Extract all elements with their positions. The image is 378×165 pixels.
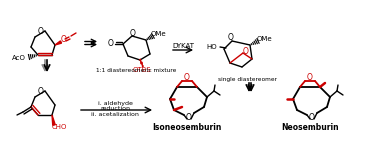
Text: OMe: OMe: [256, 36, 272, 42]
Text: OTBS: OTBS: [133, 67, 151, 73]
Text: O: O: [38, 27, 44, 35]
Text: O: O: [307, 73, 313, 82]
Text: 1:1 diastereomeric mixture: 1:1 diastereomeric mixture: [96, 68, 176, 73]
Text: O: O: [228, 33, 234, 43]
Text: Isoneosemburin: Isoneosemburin: [152, 122, 222, 132]
Text: OMe: OMe: [150, 31, 166, 37]
Text: O: O: [130, 30, 136, 38]
Text: O: O: [186, 114, 192, 122]
Text: HO: HO: [207, 44, 217, 50]
Text: O: O: [243, 47, 249, 55]
Text: i. aldehyde: i. aldehyde: [98, 100, 132, 105]
Text: DYKAT: DYKAT: [172, 43, 194, 49]
Text: AcO: AcO: [12, 55, 26, 61]
Text: O: O: [38, 87, 44, 97]
Text: Neosemburin: Neosemburin: [281, 122, 339, 132]
Polygon shape: [52, 115, 55, 125]
Text: O: O: [108, 38, 114, 48]
Text: reduction: reduction: [100, 105, 130, 111]
Text: ii. acetalization: ii. acetalization: [91, 113, 139, 117]
Text: single diastereomer: single diastereomer: [218, 78, 277, 82]
Polygon shape: [55, 41, 62, 45]
Text: O: O: [184, 73, 190, 82]
Text: CHO: CHO: [51, 124, 67, 130]
Text: O: O: [61, 34, 67, 44]
Text: O: O: [309, 114, 315, 122]
